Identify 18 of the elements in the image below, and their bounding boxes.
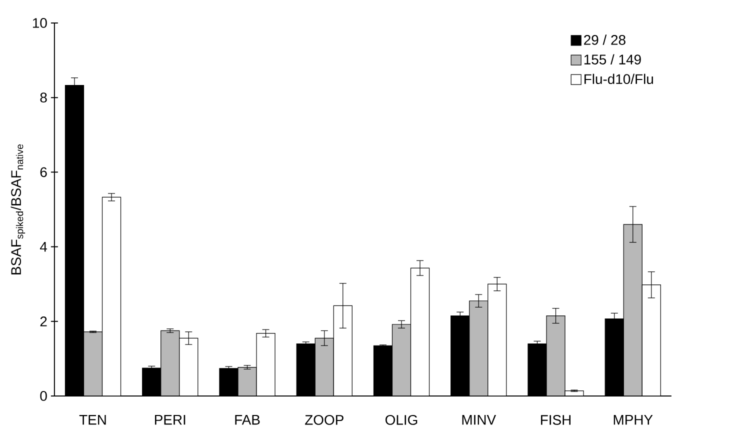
x-tick-label: FAB (235, 415, 260, 425)
legend-label: 155 / 149 (584, 54, 641, 64)
x-tick-label: ZOOP (305, 414, 344, 425)
y-tick-label: 10 (32, 18, 47, 28)
x-tick-label: PERI (154, 415, 186, 425)
y-tick-label: 8 (40, 92, 47, 103)
y-tick-label: 4 (40, 242, 48, 252)
y-axis-title: BSAF$_{spiked}$/BSAF$_{native}$ (10, 144, 26, 274)
y-tick-label: 2 (40, 316, 47, 326)
x-tick-label: MPHY (614, 415, 653, 425)
x-tick-label: FISH (541, 414, 571, 425)
x-tick-label: OLIG (386, 414, 418, 425)
x-tick-label: MINV (462, 415, 496, 425)
x-tick-label: TEN (79, 415, 106, 425)
legend-label: Flu-d10/Flu (584, 74, 653, 84)
legend-label: 29 / 28 (584, 34, 626, 45)
y-tick-label: 6 (40, 167, 47, 178)
y-tick-label: 0 (40, 391, 47, 401)
